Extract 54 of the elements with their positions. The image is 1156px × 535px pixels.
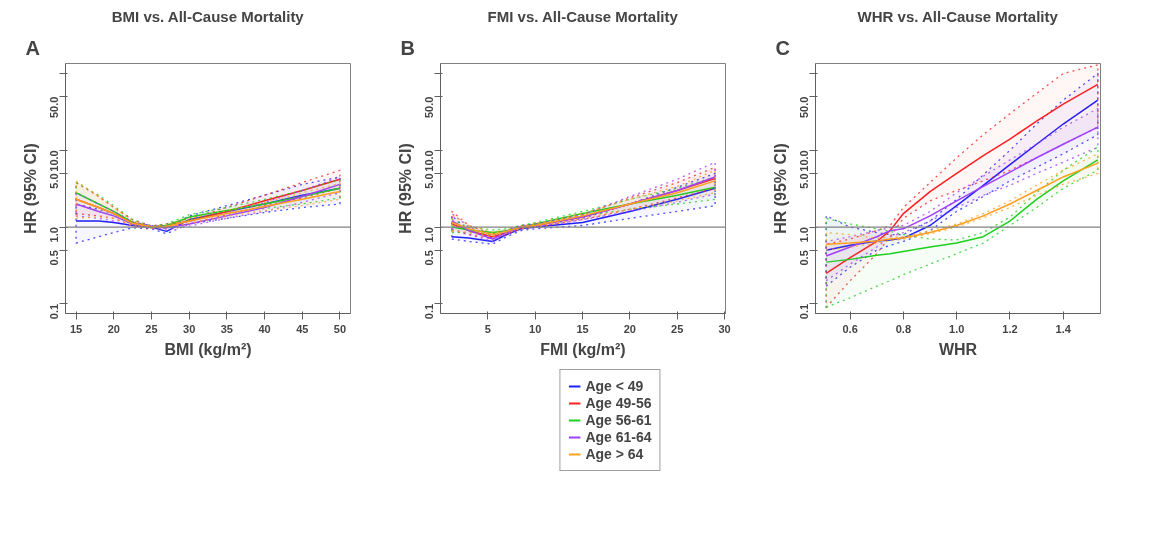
x-tick-label: 45 <box>296 322 309 335</box>
y-tick-label: 10.0 <box>798 150 811 172</box>
legend-label: Age 61-64 <box>585 429 652 445</box>
x-tick-label: 15 <box>69 322 83 335</box>
x-axis-title: BMI (kg/m²) <box>164 340 252 358</box>
legend-label: Age < 49 <box>585 378 644 394</box>
x-tick-label: 25 <box>671 322 684 335</box>
y-tick-label: 0.5 <box>798 250 811 266</box>
x-tick-label: 50 <box>333 322 347 335</box>
y-axis-title: HR (95% CI) <box>21 143 39 234</box>
x-axis-title: FMI (kg/m²) <box>540 340 626 358</box>
y-tick-label: 0.1 <box>423 303 436 320</box>
y-tick-label: 1.0 <box>423 227 436 243</box>
x-axis-title: WHR <box>938 340 978 358</box>
x-tick-label: 10 <box>529 322 542 335</box>
x-tick-label: 30 <box>718 322 731 335</box>
legend-label: Age > 64 <box>585 446 644 462</box>
y-tick-label: 0.5 <box>48 250 61 266</box>
text: B <box>400 36 415 59</box>
y-tick-label: 10.0 <box>423 150 436 172</box>
y-tick-label: 50.0 <box>48 96 61 119</box>
x-tick-label: 0.6 <box>842 322 858 335</box>
y-tick-label: 1.0 <box>798 227 811 243</box>
x-tick-label: 5 <box>484 322 491 335</box>
x-tick-label: 35 <box>220 322 233 335</box>
y-tick-label: 5.0 <box>423 173 436 189</box>
y-tick-label: 1.0 <box>48 227 61 243</box>
x-tick-label: 15 <box>576 322 589 335</box>
legend-label: Age 56-61 <box>585 412 652 428</box>
chart-title: FMI vs. All-Cause Mortality <box>487 7 679 25</box>
y-tick-label: 50.0 <box>798 96 811 119</box>
y-tick-label: 10.0 <box>48 150 61 172</box>
y-axis-title: HR (95% CI) <box>396 143 414 234</box>
y-tick-label: 0.5 <box>423 250 436 266</box>
x-tick-label: 0.8 <box>895 322 912 335</box>
chart-title: WHR vs. All-Cause Mortality <box>857 7 1059 25</box>
x-tick-label: 25 <box>145 322 158 335</box>
x-tick-label: 1.2 <box>1002 322 1018 335</box>
x-tick-label: 1.4 <box>1055 322 1072 335</box>
y-tick-label: 0.1 <box>48 303 61 320</box>
chart-title: BMI vs. All-Cause Mortality <box>111 7 305 25</box>
y-tick-label: 5.0 <box>48 173 61 189</box>
y-tick-label: 5.0 <box>798 173 811 189</box>
x-tick-label: 30 <box>183 322 196 335</box>
x-tick-label: 1.0 <box>949 322 965 335</box>
x-tick-label: 20 <box>623 322 636 335</box>
text: A <box>25 36 40 59</box>
text: C <box>775 36 790 59</box>
y-tick-label: 0.1 <box>798 303 811 320</box>
y-axis-title: HR (95% CI) <box>771 143 789 234</box>
x-tick-label: 20 <box>107 322 120 335</box>
legend-label: Age 49-56 <box>585 395 652 411</box>
x-tick-label: 40 <box>258 322 271 335</box>
y-tick-label: 50.0 <box>423 96 436 119</box>
